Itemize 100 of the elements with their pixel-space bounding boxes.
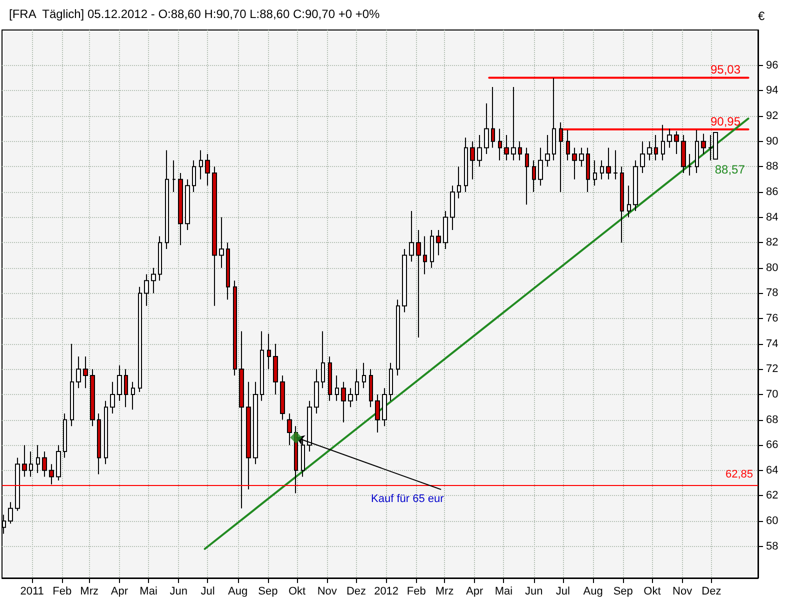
candlestick <box>97 412 101 475</box>
x-tick-label: Okt <box>644 586 661 598</box>
y-tick-label: 70 <box>766 388 778 400</box>
y-tick-label: 78 <box>766 287 778 300</box>
candlestick <box>15 457 20 512</box>
ref-line-label: 62,85 <box>725 468 753 480</box>
candlestick <box>586 147 590 192</box>
candlestick <box>532 160 536 192</box>
candlestick <box>511 86 516 161</box>
candlestick <box>362 362 366 389</box>
candlestick <box>545 134 550 168</box>
candlestick <box>633 160 638 212</box>
y-axis-title: € <box>758 9 765 23</box>
candlestick <box>76 356 81 389</box>
candlestick <box>396 299 400 376</box>
x-tick-label: Okt <box>288 586 306 598</box>
candlestick <box>525 147 529 206</box>
candlestick <box>321 330 325 389</box>
candlestick <box>661 124 665 161</box>
candlestick <box>430 229 434 268</box>
candlestick <box>593 160 597 186</box>
candlestick <box>375 394 380 433</box>
y-tick-label: 94 <box>766 84 778 97</box>
candlestick <box>552 78 556 161</box>
candlestick <box>239 330 244 509</box>
candlestick <box>131 381 135 410</box>
x-tick-label: Feb <box>52 586 72 598</box>
candlestick <box>226 242 230 300</box>
candlestick <box>90 368 95 427</box>
candlestick <box>559 122 563 192</box>
candlestick <box>83 356 88 389</box>
candlestick <box>382 388 387 427</box>
candlestick <box>178 172 183 246</box>
y-tick-label: 64 <box>766 464 778 476</box>
x-tick-label: Nov <box>317 586 338 598</box>
x-tick-label: Jul <box>556 586 570 598</box>
candlestick <box>498 128 502 161</box>
candlestick <box>688 154 692 176</box>
candlestick <box>22 444 27 478</box>
candlestick <box>348 388 353 408</box>
candlestick <box>450 185 455 230</box>
candlestick <box>606 147 611 180</box>
candlestick <box>504 134 509 161</box>
candlestick <box>436 229 441 256</box>
candlestick <box>117 364 122 402</box>
candlestick <box>328 356 332 402</box>
candlestick <box>409 210 414 262</box>
candlestick <box>566 129 570 161</box>
x-tick-label: Sep <box>613 586 633 598</box>
y-tick-label: 74 <box>766 338 778 350</box>
candlestick <box>613 150 618 180</box>
candlestick <box>56 444 61 482</box>
candlestick <box>647 140 652 161</box>
candlestick <box>144 274 149 306</box>
candlestick <box>389 362 393 402</box>
x-tick-label: Mrz <box>80 586 99 598</box>
chart-title: [FRA Täglich] 05.12.2012 - O:88,60 H:90,70 L:88,60 C:90,70 +0 +0% <box>9 7 380 21</box>
candlestick <box>8 502 13 524</box>
candlestick <box>185 178 190 230</box>
y-tick-label: 80 <box>766 262 778 274</box>
candlestick <box>172 160 176 192</box>
y-tick-label: 82 <box>766 236 778 249</box>
candlestick <box>464 137 468 192</box>
candlestick <box>70 343 74 427</box>
candlestick <box>138 286 142 392</box>
candlestick <box>423 236 427 275</box>
candlestick <box>518 140 522 161</box>
x-tick-label: Jun <box>170 586 188 598</box>
candlestick <box>63 412 67 458</box>
candlestick <box>695 129 699 174</box>
x-tick-label: 2012 <box>374 586 399 598</box>
y-tick-label: 68 <box>766 414 778 426</box>
candlestick <box>674 130 679 155</box>
candlestick <box>341 381 346 423</box>
y-tick-label: 76 <box>766 312 778 325</box>
candlestick <box>199 150 203 180</box>
candlestick <box>192 160 196 192</box>
candlestick <box>246 381 251 490</box>
candlestick <box>233 280 237 376</box>
candlestick <box>620 166 624 244</box>
candlestick <box>640 140 645 174</box>
x-tick-label: Mai <box>494 586 513 598</box>
x-tick-label: Dez <box>702 586 722 598</box>
annotation: 88,57 <box>714 162 746 176</box>
candlestick <box>219 216 224 268</box>
x-tick-label: Mrz <box>435 586 454 598</box>
y-tick-label: 96 <box>766 59 778 72</box>
candlestick <box>600 160 604 180</box>
candlestick <box>701 133 706 155</box>
y-tick-label: 84 <box>766 211 778 224</box>
x-tick-label: Aug <box>583 586 603 598</box>
candlestick <box>443 210 448 250</box>
x-tick-label: Apr <box>466 586 484 598</box>
candlestick <box>165 150 169 250</box>
y-tick-label: 72 <box>766 363 778 376</box>
candlestick <box>579 147 584 168</box>
x-tick-label: Jul <box>200 586 215 598</box>
candlestick <box>627 185 631 218</box>
x-tick-label: Dez <box>346 586 366 598</box>
candlestick <box>49 464 54 485</box>
